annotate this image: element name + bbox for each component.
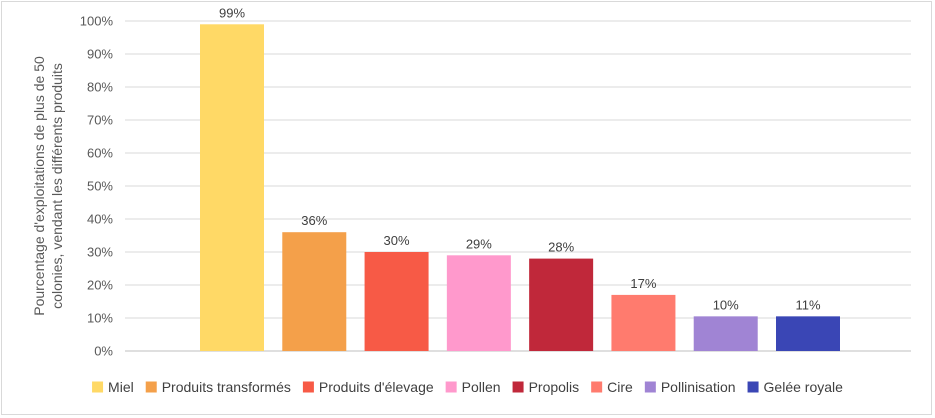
legend-swatch: [644, 381, 656, 393]
legend-swatch: [747, 381, 759, 393]
y-axis-title-line1: Pourcentage d'exploitations de plus de 5…: [31, 56, 47, 316]
y-tick-label: 100%: [80, 14, 114, 29]
legend-label: Propolis: [529, 379, 580, 395]
bar: [364, 252, 429, 351]
y-tick-label: 0%: [94, 344, 113, 359]
legend-label: Pollinisation: [661, 379, 736, 395]
legend-label: Miel: [108, 379, 134, 395]
bar: [282, 232, 347, 351]
y-tick-label: 50%: [87, 179, 113, 194]
legend-swatch: [512, 381, 524, 393]
legend-swatch: [591, 381, 603, 393]
y-axis-ticks: 0% 10% 20% 30% 40% 50% 60% 70% 80% 90% 100%: [80, 14, 114, 359]
legend-swatch: [145, 381, 157, 393]
legend-label: Pollen: [462, 379, 501, 395]
bar: [200, 24, 264, 352]
bar: [446, 255, 511, 351]
data-label: 29%: [466, 236, 492, 251]
data-label: 99%: [219, 5, 245, 20]
y-tick-label: 80%: [87, 80, 113, 95]
y-tick-label: 30%: [87, 245, 113, 260]
bars: [200, 24, 840, 352]
y-tick-label: 70%: [87, 113, 113, 128]
y-tick-label: 60%: [87, 146, 113, 161]
bar: [693, 316, 758, 351]
legend-label: Produits d'élevage: [319, 379, 434, 395]
data-label: 28%: [548, 240, 574, 255]
y-tick-label: 20%: [87, 278, 113, 293]
legend: Miel Produits transformés Produits d'éleva…: [92, 379, 843, 395]
legend-label: Gelée royale: [764, 379, 844, 395]
legend-label: Produits transformés: [162, 379, 291, 395]
legend-label: Cire: [607, 379, 633, 395]
legend-swatch: [92, 381, 104, 393]
y-tick-label: 10%: [87, 311, 113, 326]
bar: [776, 316, 840, 351]
y-axis-title-line2: colonies, vendant les différents produit…: [49, 63, 65, 309]
bar: [611, 294, 676, 351]
data-label: 36%: [301, 213, 327, 228]
bar: [529, 258, 594, 351]
data-label: 11%: [795, 297, 820, 312]
legend-swatch: [302, 381, 314, 393]
data-label: 30%: [384, 233, 410, 248]
data-labels: 99% 36% 30% 29% 28% 17% 10% 11%: [219, 5, 821, 312]
data-label: 17%: [630, 276, 656, 291]
y-tick-label: 40%: [87, 212, 113, 227]
y-tick-label: 90%: [87, 47, 113, 62]
data-label: 10%: [713, 297, 739, 312]
legend-swatch: [445, 381, 457, 393]
